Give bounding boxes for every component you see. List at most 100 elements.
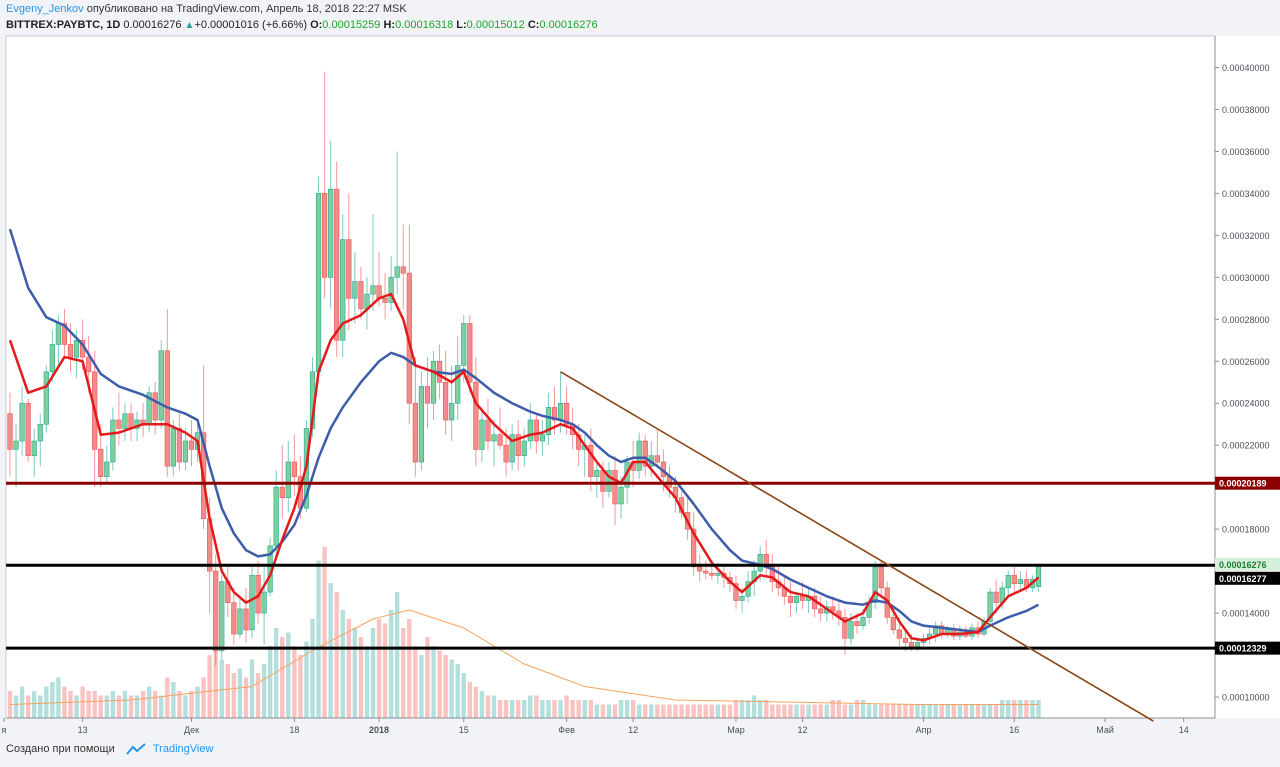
volume-bar xyxy=(346,619,351,718)
candle-down xyxy=(188,440,195,450)
x-tick-label: 12 xyxy=(628,725,638,735)
volume-bar xyxy=(231,673,237,718)
candle-up xyxy=(340,239,346,341)
author-link[interactable]: Evgeny_Jenkov xyxy=(6,3,84,15)
volume-bar xyxy=(340,610,345,718)
candle-down xyxy=(382,298,388,303)
candle-up xyxy=(170,428,176,467)
candle-down xyxy=(697,566,703,572)
y-tick-label: 0.00038000 xyxy=(1222,105,1270,115)
volume-bar xyxy=(957,704,963,718)
close-value: 0.00016276 xyxy=(539,19,598,31)
candle-up xyxy=(872,566,878,603)
volume-bar xyxy=(286,632,291,718)
volume-bar xyxy=(183,695,188,718)
candle-up xyxy=(594,470,600,477)
volume-bar xyxy=(413,646,418,718)
volume-bar xyxy=(243,677,249,718)
volume-bar xyxy=(594,704,600,718)
volume-bar xyxy=(933,704,938,718)
volume-bar xyxy=(122,691,128,718)
volume-bar xyxy=(679,704,684,718)
publish-info: Evgeny_Jenkov опубликовано на TradingVie… xyxy=(6,3,407,15)
volume-bar xyxy=(56,677,61,718)
x-tick-label: Дек xyxy=(184,725,199,735)
volume-bar xyxy=(661,704,666,718)
candle-up xyxy=(104,461,110,477)
volume-bar xyxy=(630,700,636,718)
candle-down xyxy=(61,323,68,345)
candle-down xyxy=(896,629,902,639)
candle-up xyxy=(461,323,467,366)
volume-bar xyxy=(624,700,630,718)
low-label: L: xyxy=(456,19,467,31)
candle-up xyxy=(545,407,552,436)
candle-up xyxy=(606,470,612,492)
last-price: 0.00016276 xyxy=(123,19,182,31)
volume-bar xyxy=(649,704,654,718)
volume-bar xyxy=(806,704,811,718)
volume-bar xyxy=(981,704,987,718)
candle-up xyxy=(848,621,854,639)
candle-down xyxy=(551,407,558,421)
candle-up xyxy=(388,277,394,303)
low-value: 0.00015012 xyxy=(466,19,525,31)
footer-text: Создано при помощи xyxy=(6,743,115,755)
volume-bar xyxy=(655,704,660,718)
x-tick-label: 13 xyxy=(78,725,88,735)
candle-up xyxy=(527,419,533,442)
candle-up xyxy=(219,581,225,652)
candle-down xyxy=(176,428,183,463)
candle-up xyxy=(352,281,358,299)
candle-down xyxy=(787,595,794,603)
candle-down xyxy=(654,455,660,463)
candle-down xyxy=(358,281,364,310)
volume-bar xyxy=(407,619,412,718)
candle-up xyxy=(793,595,800,603)
volume-bar xyxy=(558,700,563,718)
volume-bar xyxy=(104,695,109,718)
volume-bar xyxy=(516,700,521,718)
y-tick-label: 0.00028000 xyxy=(1222,315,1270,325)
candle-down xyxy=(908,642,915,647)
volume-bar xyxy=(25,695,31,718)
x-tick-label: я xyxy=(2,725,7,735)
candle-down xyxy=(291,461,297,477)
candle-down xyxy=(243,608,249,631)
candle-down xyxy=(830,606,836,612)
volume-bar xyxy=(854,700,860,718)
volume-bar xyxy=(872,704,878,718)
volume-bar xyxy=(1018,700,1023,718)
candle-down xyxy=(467,323,473,383)
candle-down xyxy=(86,356,92,373)
candle-down xyxy=(993,591,999,603)
volume-bar xyxy=(225,664,230,718)
volume-bar xyxy=(764,700,769,718)
candle-down xyxy=(799,595,806,601)
moving-averages xyxy=(8,228,1040,642)
volume-bar xyxy=(540,700,545,718)
volume-bar xyxy=(92,691,97,718)
tradingview-link[interactable]: TradingView xyxy=(152,743,214,755)
volume-bar xyxy=(32,691,37,718)
y-axis-ticks: 0.00040000 0.00038000 0.00036000 0.00034000… xyxy=(1215,63,1270,703)
volume-bar xyxy=(866,704,872,718)
candle-down xyxy=(691,528,697,568)
candle-down xyxy=(612,470,618,505)
volume-bar xyxy=(824,704,829,718)
volume-bar xyxy=(745,700,751,718)
volume-bar xyxy=(576,700,581,718)
y-tick-label: 0.00036000 xyxy=(1222,147,1270,157)
volume-bar xyxy=(322,547,327,718)
candle-down xyxy=(709,572,715,576)
volume-bar xyxy=(860,700,866,718)
volume-bar xyxy=(431,646,436,718)
trendline xyxy=(560,371,1154,722)
volume-bar xyxy=(213,628,218,718)
volume-bar xyxy=(68,691,73,718)
volume-bar xyxy=(19,686,25,718)
volume-bar xyxy=(788,704,793,718)
volume-bar xyxy=(207,655,212,718)
plot-area xyxy=(5,35,1216,719)
